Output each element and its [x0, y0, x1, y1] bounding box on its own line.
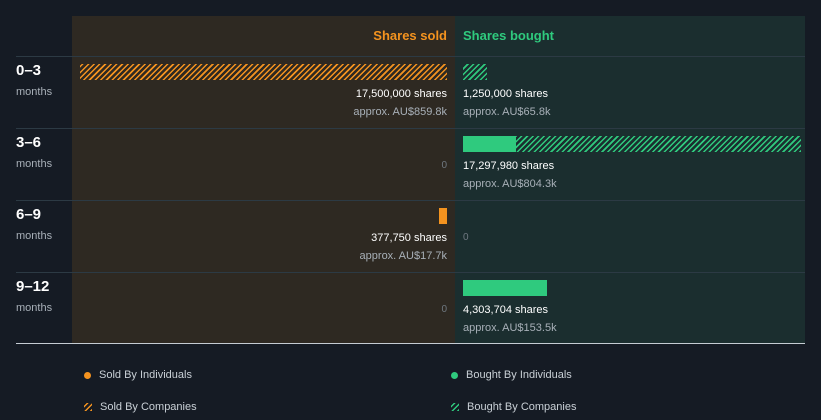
- bar-bought-individuals: [463, 280, 547, 296]
- legend-sold-companies[interactable]: Sold By Companies: [84, 401, 197, 413]
- legend-label: Sold By Individuals: [99, 369, 192, 381]
- bought-shares: 1,250,000 shares: [463, 88, 549, 100]
- bought-approx: approx. AU$804.3k: [463, 178, 557, 190]
- bought-approx: approx. AU$153.5k: [463, 322, 557, 334]
- row-divider: [16, 272, 805, 273]
- legend-label: Bought By Companies: [467, 401, 577, 413]
- bought-approx: approx. AU$65.8k: [463, 106, 551, 118]
- period-label: 0–3: [16, 62, 42, 79]
- sold-zero: 0: [441, 160, 447, 171]
- shares-sold-header: Shares sold: [373, 28, 447, 43]
- legend-bought-individuals[interactable]: Bought By Individuals: [451, 369, 572, 381]
- legend-sold-individuals[interactable]: Sold By Individuals: [84, 369, 192, 381]
- sold-shares: 377,750 shares: [371, 232, 447, 244]
- sold-approx: approx. AU$859.8k: [353, 106, 447, 118]
- bar-bought-companies: [516, 136, 801, 152]
- sold-shares: 17,500,000 shares: [355, 88, 447, 100]
- legend-bought-companies[interactable]: Bought By Companies: [451, 401, 576, 413]
- orange-hatch-icon: [84, 403, 92, 411]
- shares-bought-header: Shares bought: [463, 28, 555, 43]
- period-unit: months: [16, 86, 53, 98]
- legend-label: Sold By Companies: [100, 401, 197, 413]
- bar-bought-individuals: [463, 136, 516, 152]
- sold-approx: approx. AU$17.7k: [359, 250, 447, 262]
- chart-baseline: [16, 343, 805, 344]
- sold-zero: 0: [441, 304, 447, 315]
- bar-sold-individuals: [439, 208, 447, 224]
- bought-shares: 4,303,704 shares: [463, 304, 549, 316]
- bar-bought-companies: [463, 64, 487, 80]
- bar-sold-companies: [80, 64, 447, 80]
- legend-label: Bought By Individuals: [466, 369, 572, 381]
- period-label: 3–6: [16, 134, 42, 151]
- green-hatch-icon: [451, 403, 459, 411]
- row-divider: [16, 128, 805, 129]
- row-divider: [16, 200, 805, 201]
- bought-zero: 0: [463, 232, 469, 243]
- bought-shares: 17,297,980 shares: [463, 160, 555, 172]
- orange-dot-icon: [84, 371, 91, 379]
- period-unit: months: [16, 230, 53, 242]
- period-label: 6–9: [16, 206, 42, 223]
- period-unit: months: [16, 302, 53, 314]
- row-divider: [16, 56, 805, 57]
- period-label: 9–12: [16, 278, 50, 295]
- green-dot-icon: [451, 371, 458, 379]
- period-unit: months: [16, 158, 53, 170]
